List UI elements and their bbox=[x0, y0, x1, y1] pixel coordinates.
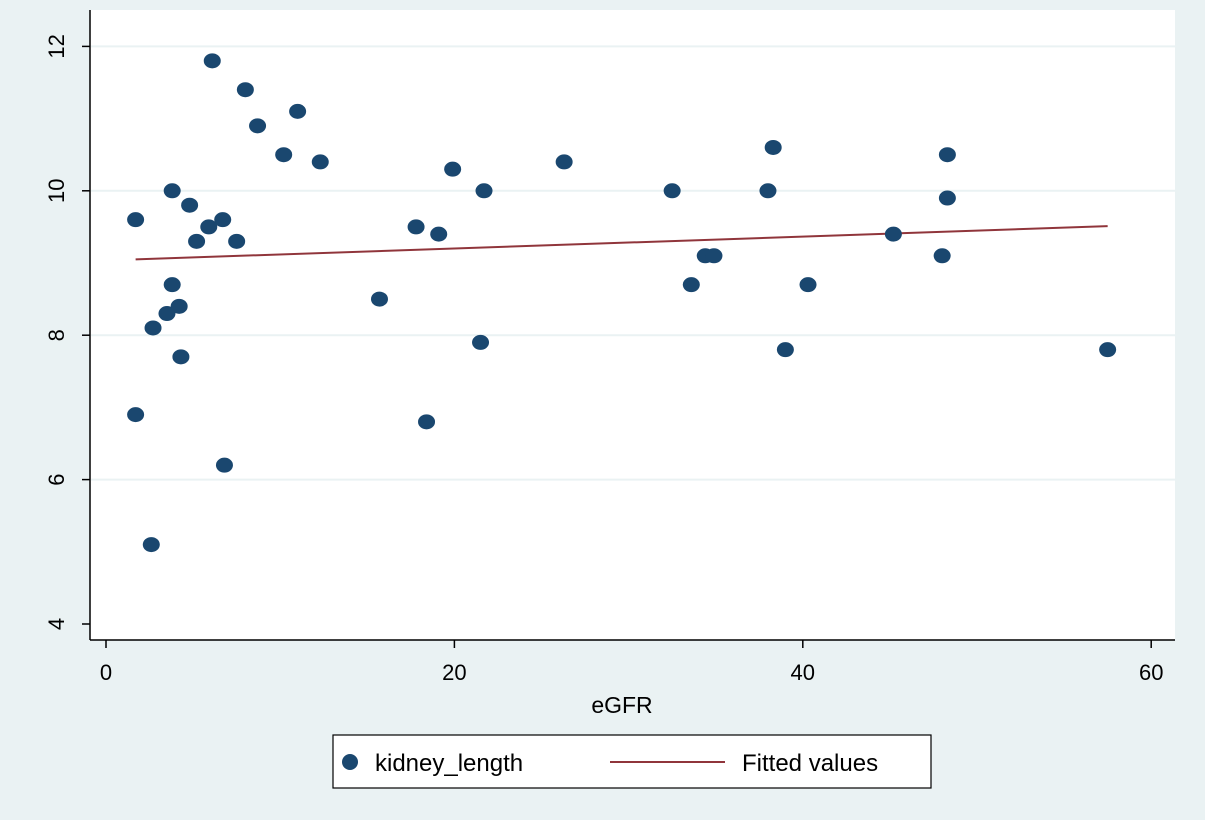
kidney-length-point bbox=[200, 219, 218, 235]
kidney-length-point bbox=[705, 248, 723, 264]
kidney-length-point bbox=[163, 183, 181, 199]
y-tick-label: 10 bbox=[44, 179, 69, 203]
legend-label-fitted-values: Fitted values bbox=[742, 750, 878, 777]
kidney-length-point bbox=[289, 103, 307, 119]
kidney-length-point bbox=[236, 82, 254, 98]
axes bbox=[89, 10, 1175, 641]
kidney-length-point bbox=[181, 197, 199, 213]
kidney-length-point bbox=[127, 407, 145, 423]
x-tick-label: 20 bbox=[442, 660, 466, 685]
x-tick-label: 40 bbox=[791, 660, 815, 685]
kidney-length-point bbox=[158, 306, 176, 322]
gridlines bbox=[91, 45, 1175, 481]
kidney-length-point bbox=[938, 147, 956, 163]
legend-label-kidney-length: kidney_length bbox=[375, 750, 523, 777]
kidney-length-point bbox=[764, 139, 782, 155]
fitted-values-line bbox=[135, 225, 1108, 261]
kidney-length-point bbox=[776, 342, 794, 358]
data-points bbox=[127, 53, 1117, 553]
kidney-length-point bbox=[214, 212, 232, 228]
kidney-length-point bbox=[163, 277, 181, 293]
kidney-length-point bbox=[472, 334, 490, 350]
kidney-length-point bbox=[275, 147, 293, 163]
kidney-length-point bbox=[407, 219, 425, 235]
kidney-length-point bbox=[418, 414, 436, 430]
kidney-length-point bbox=[172, 349, 190, 365]
kidney-length-point bbox=[933, 248, 951, 264]
kidney-length-point bbox=[663, 183, 681, 199]
kidney-length-point bbox=[203, 53, 221, 69]
x-tick-label: 0 bbox=[100, 660, 112, 685]
y-tick-label: 6 bbox=[44, 473, 69, 485]
kidney-length-point bbox=[759, 183, 777, 199]
kidney-length-point bbox=[144, 320, 162, 336]
kidney-length-point bbox=[475, 183, 493, 199]
kidney-length-point bbox=[799, 277, 817, 293]
kidney-length-point bbox=[884, 226, 902, 242]
kidney-length-point bbox=[188, 233, 206, 249]
x-tick-label: 60 bbox=[1139, 660, 1163, 685]
kidney-length-point bbox=[938, 190, 956, 206]
kidney-length-point bbox=[430, 226, 448, 242]
kidney-length-point bbox=[444, 161, 462, 177]
kidney-length-point bbox=[170, 298, 188, 314]
kidney-length-point bbox=[1099, 342, 1117, 358]
y-tick-label: 12 bbox=[44, 34, 69, 58]
plot-area bbox=[90, 10, 1175, 640]
legend-marker-kidney-length bbox=[342, 754, 358, 770]
legend: kidney_length Fitted values bbox=[332, 734, 932, 789]
kidney-length-point bbox=[311, 154, 329, 170]
kidney-length-point bbox=[370, 291, 388, 307]
y-tick-label: 8 bbox=[44, 329, 69, 341]
kidney-length-point bbox=[228, 233, 246, 249]
x-axis-title: eGFR bbox=[591, 692, 652, 718]
kidney-length-point bbox=[142, 537, 160, 553]
fitted-line-group bbox=[135, 225, 1108, 261]
kidney-length-point bbox=[682, 277, 700, 293]
ticks: 4 6 8 10 12 0 20 40 60 bbox=[44, 34, 1163, 685]
kidney-length-point bbox=[249, 118, 267, 134]
kidney-length-point bbox=[215, 457, 233, 473]
kidney-length-point bbox=[555, 154, 573, 170]
kidney-length-point bbox=[127, 212, 145, 228]
y-tick-label: 4 bbox=[44, 618, 69, 630]
